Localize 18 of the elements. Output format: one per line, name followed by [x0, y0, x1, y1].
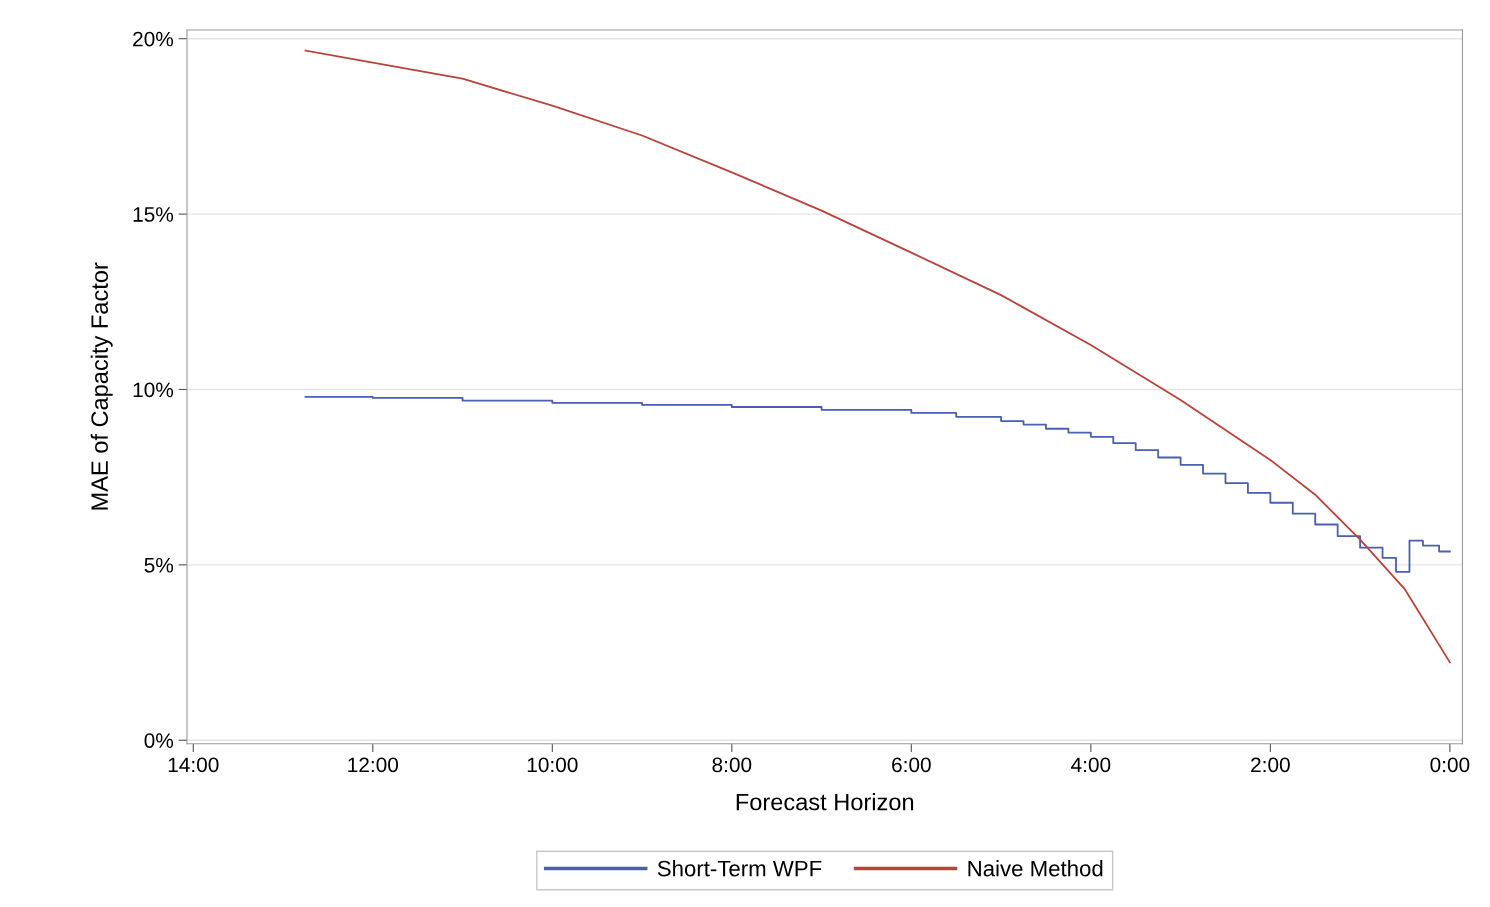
- x-axis-title: Forecast Horizon: [736, 793, 914, 811]
- x-tick-label: 8:00: [712, 757, 752, 773]
- y-tick-label: 20%: [133, 31, 174, 47]
- x-tick-label: 2:00: [1251, 757, 1290, 773]
- x-tick-label: 10:00: [527, 757, 578, 773]
- line-series: [304, 49, 1451, 664]
- y-axis-title: MAE of Capacity Factor: [90, 262, 113, 510]
- y-tick-label: 10%: [133, 382, 174, 398]
- x-tick-label: 12:00: [348, 757, 399, 773]
- x-tick-label: 6:00: [892, 757, 931, 773]
- legend-label: Naive Method: [968, 860, 1103, 877]
- y-tick-label: 5%: [144, 557, 174, 573]
- legend-label: Short-Term WPF: [657, 860, 822, 877]
- x-tick-label: 0:00: [1430, 757, 1470, 773]
- y-tick-label: 15%: [133, 207, 174, 222]
- x-tick-label: 14:00: [168, 757, 219, 773]
- x-tick-label: 4:00: [1071, 757, 1111, 773]
- y-tick-label: 0%: [144, 733, 174, 748]
